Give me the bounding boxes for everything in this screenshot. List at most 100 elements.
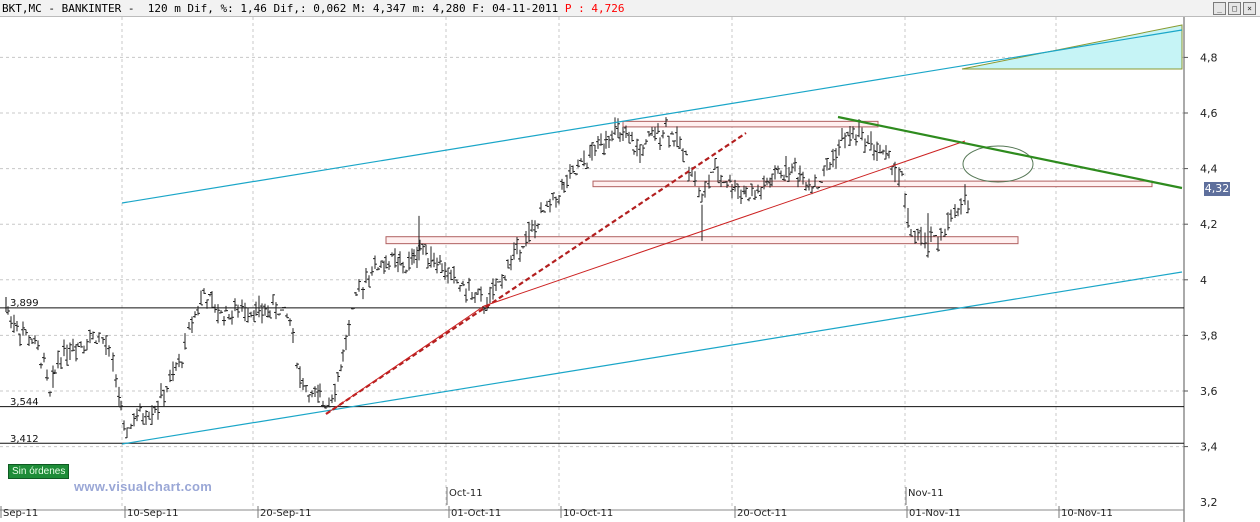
trendlines [5,29,1183,445]
ohlc-bar [304,385,308,393]
ohlc-bar [494,278,498,291]
ohlc-bar [782,174,786,181]
symbol-label: BKT,MC - BANKINTER - [2,2,142,15]
ohlc-bar [357,278,361,292]
axis-tick-label: 4,2 [1200,218,1218,231]
watermark: www.visualchart.com [74,479,213,494]
level-label-3899: 3,899 [10,298,39,309]
ohlc-bar [168,369,172,383]
ohlc-bar [156,400,160,420]
ohlc-bar [347,319,351,336]
ohlc-bar [656,123,660,134]
ohlc-bar [881,149,885,155]
ohlc-bar [599,133,603,146]
ohlc-bar [576,159,580,168]
ohlc-bar [716,166,720,184]
ohlc-bar [107,345,111,357]
ohlc-bar [739,189,743,204]
ohlc-bar [376,267,380,271]
close-button[interactable]: × [1243,2,1256,15]
ohlc-bar [373,255,377,269]
ohlc-bar [119,400,123,411]
ohlc-bar [582,150,586,167]
ohlc-bar [728,174,732,183]
ohlc-bars [6,117,970,439]
ohlc-bar [449,269,453,281]
ohlc-bar [776,165,780,174]
ohlc-bar [36,340,40,351]
ohlc-bar [854,134,858,146]
ohlc-bar [398,251,402,266]
ohlc-bar [863,138,867,153]
ohlc-bar [524,230,528,247]
ohlc-bar [53,369,57,374]
ohlc-bar [632,149,636,155]
ohlc-bar [497,281,501,283]
ohlc-bar [56,350,60,369]
ohlc-bar [719,174,723,187]
ohlc-bar [230,310,234,325]
ohlc-bar [252,310,256,323]
ohlc-bar [627,131,631,144]
horizontal-levels [0,307,1184,444]
ohlc-bar [819,181,823,183]
orders-status-badge[interactable]: Sin órdenes [8,464,70,479]
ohlc-bar [551,192,555,201]
ohlc-bar [199,290,203,306]
ohlc-bar [387,261,391,270]
ohlc-bar [141,413,145,425]
ohlc-bar [333,383,337,402]
date-label: 20-Oct-11 [737,508,787,519]
ohlc-bar [831,148,835,168]
ohlc-bar [500,274,504,289]
month-label: Nov-11 [908,488,944,499]
ohlc-bar [190,316,194,334]
ohlc-bar [219,310,223,314]
ohlc-bar [424,244,428,256]
axis-tick-label: 4,6 [1200,107,1218,120]
maximize-button[interactable]: □ [1228,2,1241,15]
ohlc-bar [318,383,322,398]
ohlc-bar [536,223,540,229]
ohlc-bar [953,204,957,219]
ohlc-bar [208,293,212,297]
ohlc-bar [254,301,258,316]
ohlc-bar [913,230,917,244]
ohlc-bar [412,249,416,264]
ohlc-bar [678,136,682,150]
ohlc-bar [274,302,278,320]
ohlc-bar [473,292,477,304]
ohlc-bar [396,257,400,273]
ohlc-bar [224,305,228,312]
ohlc-bar [327,397,331,408]
ohlc-bar [607,135,611,148]
ohlc-bar [330,394,334,404]
ohlc-bar [796,176,800,188]
ohlc-bar [906,207,910,228]
ohlc-bar [590,142,594,161]
header-info: BKT,MC - BANKINTER - 120 m Dif, %: 1,46 … [2,2,625,15]
ohlc-bar [650,126,654,136]
ohlc-bar [790,163,794,174]
ohlc-bar [341,349,345,362]
ohlc-bar [125,427,129,439]
ohlc-bar [710,171,714,173]
ohlc-bar [653,126,657,141]
ohlc-bar [630,131,634,142]
support-line-1 [325,305,485,415]
ohlc-bar [91,331,95,340]
ohlc-bar [530,219,534,232]
ohlc-bar [354,292,358,297]
ohlc-bar [773,165,777,180]
channel-lower [121,271,1183,445]
minimize-button[interactable]: _ [1213,2,1226,15]
ohlc-bar [548,198,552,213]
ohlc-bar [101,337,105,344]
ohlc-bar [171,361,175,382]
ohlc-bar [713,158,717,170]
ohlc-bar [379,260,383,269]
ohlc-bar [533,220,537,239]
axis-tick-label: 4,8 [1200,51,1218,64]
ohlc-bar [887,150,891,159]
